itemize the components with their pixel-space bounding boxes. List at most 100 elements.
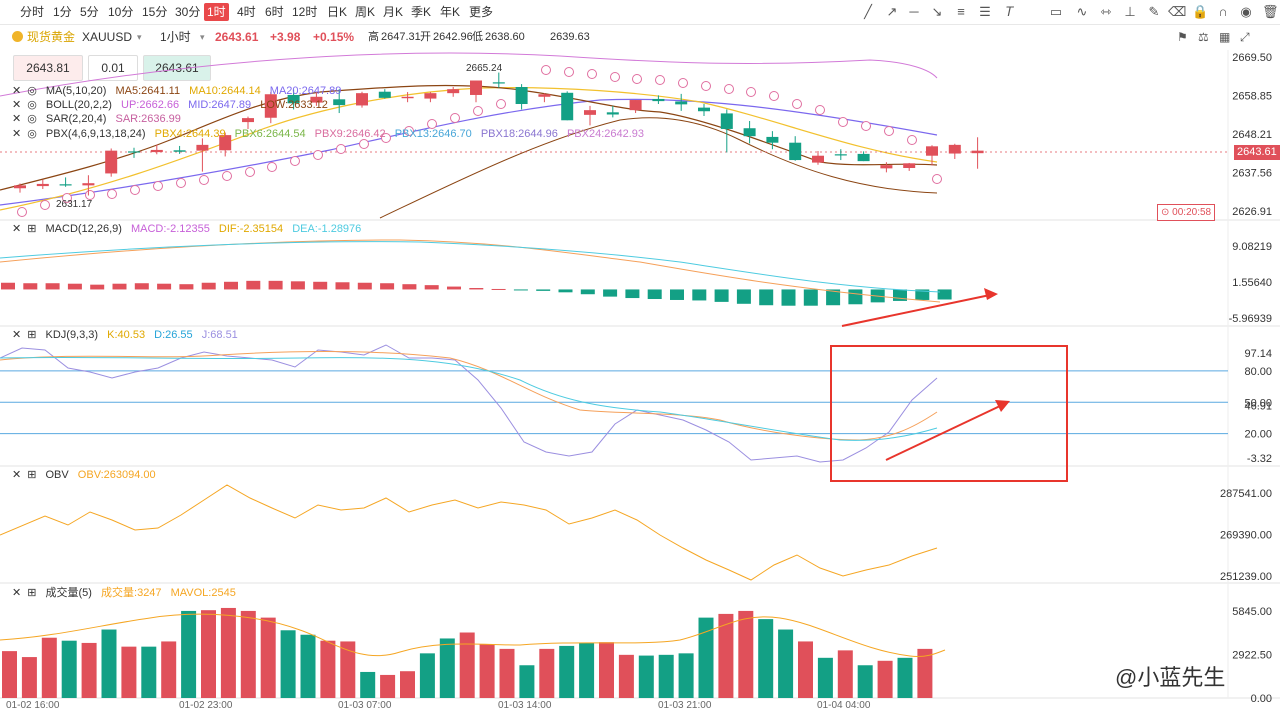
- symbol-name[interactable]: 现货黄金: [27, 30, 76, 44]
- volume-bar: [539, 648, 555, 698]
- sar-dot: [107, 189, 117, 199]
- candle-body: [333, 99, 346, 106]
- close-icon[interactable]: ✕: [12, 113, 22, 125]
- sar-dot: [746, 87, 756, 97]
- macd-bar: [647, 289, 662, 300]
- timeframe-6[interactable]: 1时: [204, 3, 229, 21]
- text-tool-icon[interactable]: 𝑇: [1005, 4, 1015, 19]
- kdj-tick: 20.00: [1244, 429, 1272, 441]
- macd-dea-line: [0, 241, 941, 293]
- hline-tool-icon[interactable]: ─: [909, 4, 919, 19]
- sell-price-box[interactable]: 2643.81: [13, 55, 83, 81]
- close-icon[interactable]: ✕: [12, 329, 22, 341]
- interval-select[interactable]: 1小时: [160, 30, 191, 44]
- close-icon[interactable]: ✕: [12, 469, 22, 481]
- eye-icon[interactable]: ◎: [27, 113, 37, 125]
- wave-tool-icon[interactable]: ∿: [1076, 4, 1088, 19]
- obv-line: [0, 484, 938, 581]
- high-mark-label: 2665.24: [466, 63, 503, 74]
- timeframe-0[interactable]: 分时: [20, 5, 45, 19]
- symbol-code[interactable]: XAUUSD: [82, 30, 133, 44]
- flag-icon[interactable]: ⚑: [1177, 30, 1188, 44]
- sar-dot: [130, 185, 140, 195]
- timeframe-7[interactable]: 4时: [237, 5, 256, 19]
- eye-icon[interactable]: ◎: [27, 85, 37, 97]
- candle-body: [857, 153, 870, 162]
- macd-bar: [90, 284, 105, 290]
- timeframe-10[interactable]: 日K: [327, 5, 348, 19]
- timeframe-9[interactable]: 12时: [292, 5, 318, 19]
- arrow-tool-icon[interactable]: ↘: [931, 4, 943, 19]
- boll-legend: ✕ ◎ BOLL(20,2,2) UP:2662.66 MID:2647.89 L…: [12, 99, 328, 111]
- timeframe-5[interactable]: 30分: [175, 5, 201, 19]
- settings-icon[interactable]: ⊞: [27, 329, 37, 341]
- line-tool-icon[interactable]: ╱: [864, 4, 872, 19]
- macd-bar: [380, 283, 395, 290]
- timeframe-3[interactable]: 10分: [108, 5, 134, 19]
- macd-bar: [179, 284, 194, 290]
- price-tick: 2658.85: [1232, 91, 1272, 103]
- sar-dot: [381, 133, 391, 143]
- volume-bar: [400, 671, 415, 698]
- settings-icon[interactable]: ⊞: [27, 223, 37, 235]
- eye-icon[interactable]: ◉: [1240, 4, 1252, 19]
- candle-body: [538, 94, 551, 97]
- settings-icon[interactable]: ⊞: [27, 469, 37, 481]
- scale-icon[interactable]: ⚖: [1198, 30, 1209, 44]
- timeframe-8[interactable]: 6时: [265, 5, 284, 19]
- measure-tool-icon[interactable]: ⇿: [1100, 4, 1112, 19]
- edit-icon[interactable]: ✎: [1148, 4, 1160, 19]
- volume-bar: [877, 660, 893, 698]
- ray-tool-icon[interactable]: ↗: [886, 4, 898, 19]
- pin-tool-icon[interactable]: ⊥: [1124, 4, 1136, 19]
- candle-body: [743, 128, 756, 137]
- rect-tool-icon[interactable]: ▭: [1049, 4, 1063, 19]
- timeframe-14[interactable]: 年K: [440, 5, 461, 19]
- timeframe-1[interactable]: 1分: [53, 5, 72, 19]
- candle-body: [470, 80, 482, 95]
- chevron-down-icon[interactable]: ▾: [137, 32, 142, 42]
- close-icon[interactable]: ✕: [12, 99, 22, 111]
- timeframe-11[interactable]: 周K: [355, 5, 376, 19]
- open-label: 开: [420, 31, 431, 43]
- timeframe-12[interactable]: 月K: [383, 5, 404, 19]
- eraser-icon[interactable]: ⌫: [1168, 4, 1187, 19]
- close-icon[interactable]: ✕: [12, 587, 22, 599]
- timeframe-4[interactable]: 15分: [142, 5, 168, 19]
- trash-icon[interactable]: 🗑: [1262, 4, 1279, 19]
- magnet-icon[interactable]: ∩: [1218, 4, 1228, 19]
- grid-icon[interactable]: ▦: [1219, 30, 1231, 44]
- timeframe-toolbar: 分时 1分 5分 10分 15分 30分 1时 4时 6时 12时 日K 周K 月K 季K 年K 更多 ╱ ↗ ─ ↘…: [0, 0, 1280, 25]
- volume-bar: [280, 630, 296, 698]
- lot-input[interactable]: 0.01: [88, 55, 138, 81]
- buy-price-box[interactable]: 2643.61: [143, 55, 211, 81]
- expand-icon[interactable]: ⤢: [1240, 30, 1250, 44]
- sar-dot: [792, 99, 802, 109]
- macd-legend: ✕ ⊞ MACD(12,26,9) MACD:-2.12355 DIF:-2.35…: [12, 223, 362, 235]
- chevron-down-icon[interactable]: ▾: [200, 32, 205, 42]
- settings-icon[interactable]: ⊞: [27, 587, 37, 599]
- candle-body: [196, 144, 209, 151]
- mavol-line: [0, 613, 946, 657]
- fib-tool-icon[interactable]: ☰: [979, 4, 991, 19]
- timeframe-15[interactable]: 更多: [469, 5, 494, 19]
- close-icon[interactable]: ✕: [12, 128, 22, 140]
- eye-icon[interactable]: ◎: [27, 128, 37, 140]
- close-icon[interactable]: ✕: [12, 85, 22, 97]
- vol-legend: ✕ ⊞ 成交量(5) 成交量:3247 MAVOL:2545: [12, 587, 236, 599]
- volume-bar: [300, 634, 316, 698]
- timeframe-13[interactable]: 季K: [411, 5, 432, 19]
- timeframe-2[interactable]: 5分: [80, 5, 99, 19]
- close-icon[interactable]: ✕: [12, 223, 22, 235]
- macd-bar: [893, 289, 907, 301]
- volume-bar: [738, 610, 754, 698]
- lock-icon[interactable]: 🔒: [1192, 4, 1209, 19]
- candle-body: [128, 151, 140, 153]
- price-tick: 2669.50: [1232, 52, 1272, 64]
- time-tick: 01-03 07:00: [338, 700, 392, 711]
- candle-body: [287, 94, 300, 104]
- channel-tool-icon[interactable]: ≡: [957, 4, 965, 19]
- macd-bar: [447, 286, 461, 290]
- eye-icon[interactable]: ◎: [27, 99, 37, 111]
